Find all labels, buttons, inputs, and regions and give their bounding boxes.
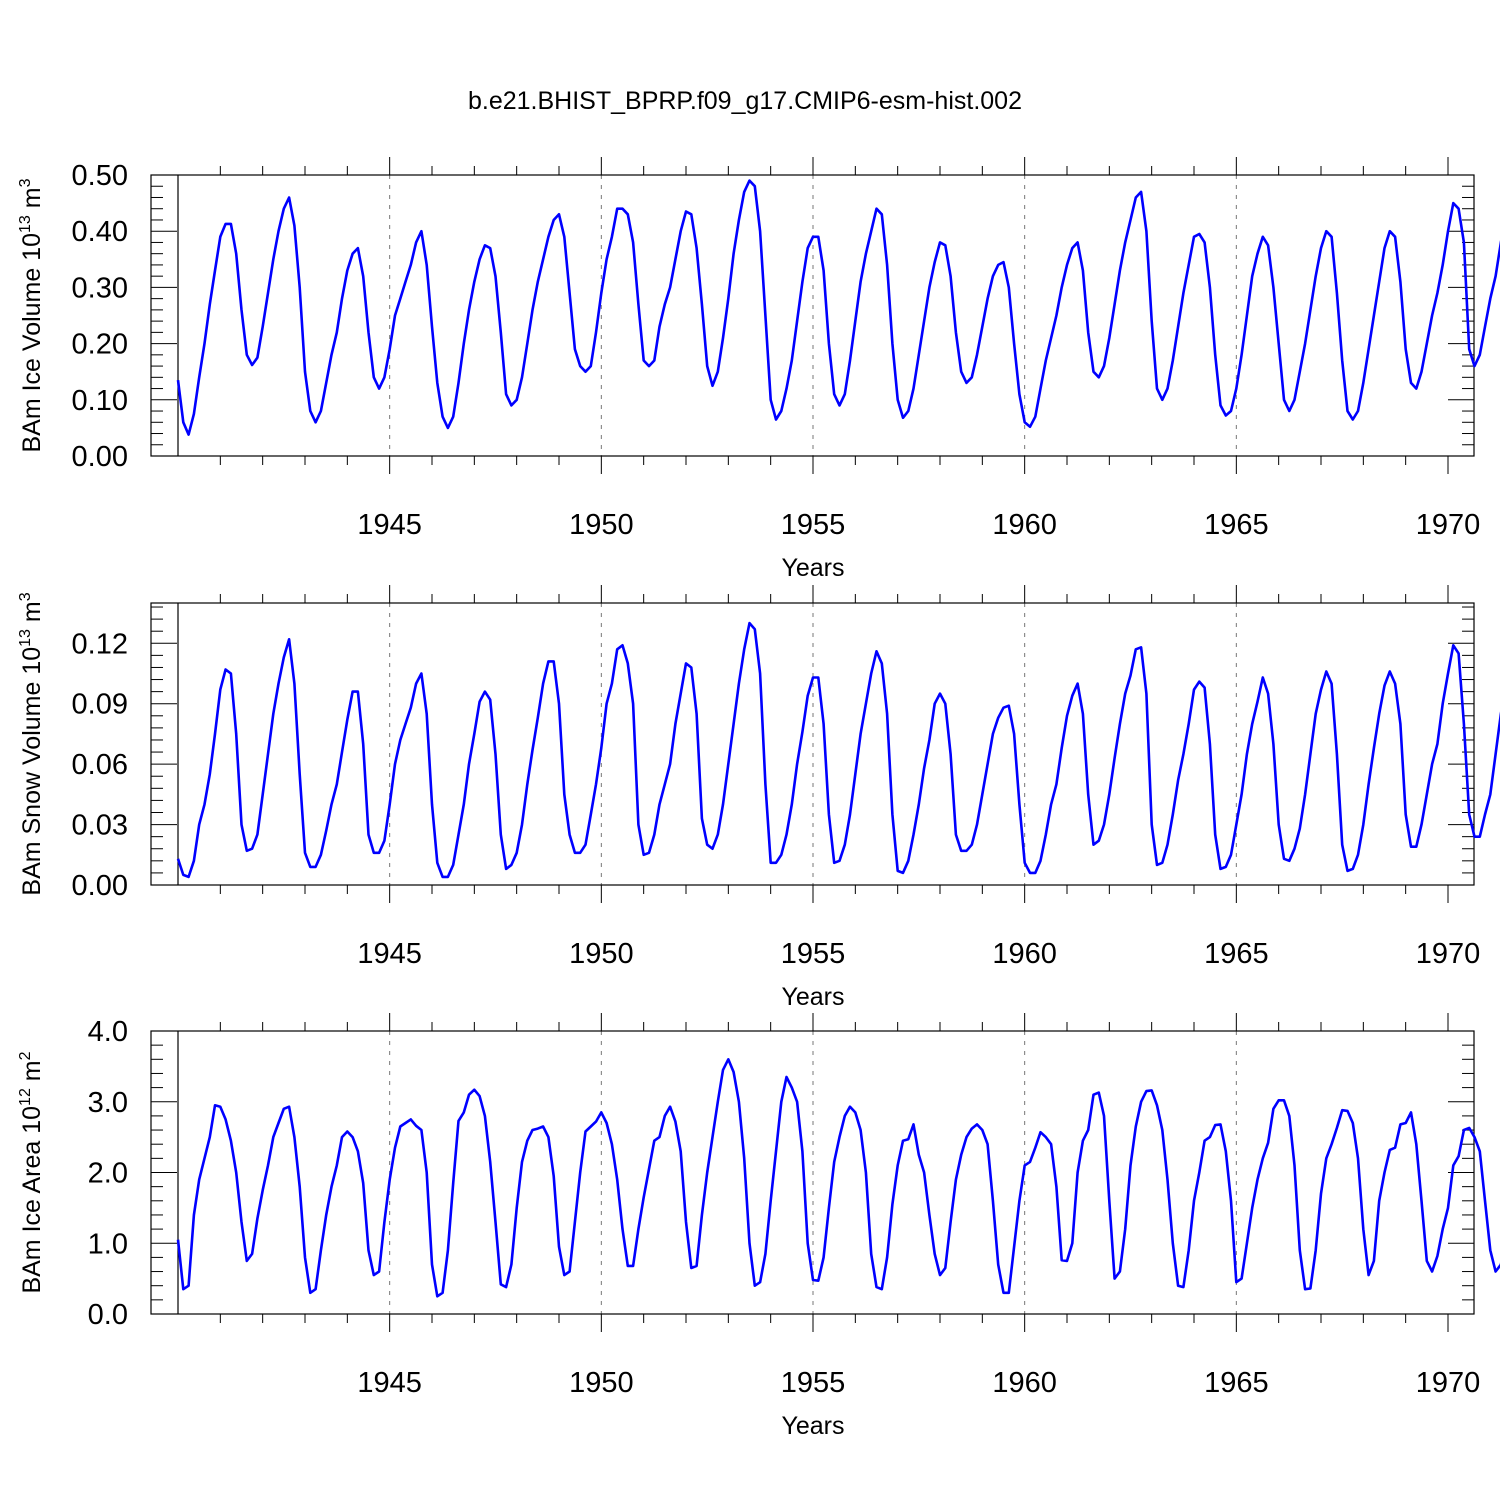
y-tick-label: 0.00	[72, 870, 128, 902]
series-line	[176, 179, 1500, 436]
y-axis-title: BAm Snow Volume 1013 m3	[17, 592, 46, 895]
y-tick-label: 0.00	[72, 441, 128, 473]
y-axis-title-part: m	[18, 1060, 46, 1088]
x-tick-label: 1965	[1204, 1367, 1269, 1399]
series-line	[176, 621, 1500, 879]
y-tick-label: 0.20	[72, 329, 128, 361]
chart-panel-2: 1945 1950 1955 1960 1965 1970 Years 0.00 0.03 0.0…	[17, 585, 1500, 1011]
x-tick-label: 1955	[781, 509, 846, 541]
x-tick-label: 1960	[992, 938, 1057, 970]
y-tick-label: 2.0	[88, 1158, 128, 1190]
chart-panel-1: 1945 1950 1955 1960 1965 1970 Years 0.00 0.10 0.2…	[17, 157, 1500, 582]
x-tick-label: 1955	[781, 938, 846, 970]
x-tick-label: 1945	[357, 1367, 422, 1399]
x-tick-label: 1965	[1204, 938, 1269, 970]
y-axis-title: BAm Ice Volume 1013 m3	[17, 178, 46, 452]
x-axis-title: Years	[781, 554, 844, 582]
x-tick-label: 1970	[1416, 1367, 1481, 1399]
x-tick-label: 1950	[569, 509, 634, 541]
x-axis-title: Years	[781, 1412, 844, 1440]
y-tick-label: 0.50	[72, 160, 128, 192]
y-axis-title-part: BAm Ice Volume 10	[18, 233, 46, 453]
chart-title: b.e21.BHIST_BPRP.f09_g17.CMIP6-esm-hist.…	[468, 87, 1022, 115]
y-tick-label: 0.10	[72, 385, 128, 417]
x-tick-label: 1950	[569, 1367, 634, 1399]
y-tick-label: 0.06	[72, 749, 128, 781]
y-axis-title-part: m	[18, 601, 46, 629]
x-axis-title: Years	[781, 983, 844, 1011]
y-axis-title-superscript: 2	[17, 1051, 34, 1060]
x-tick-label: 1945	[357, 938, 422, 970]
y-tick-label: 0.09	[72, 689, 128, 721]
x-tick-label: 1955	[781, 1367, 846, 1399]
y-tick-label: 1.0	[88, 1228, 128, 1260]
x-tick-label: 1970	[1416, 509, 1481, 541]
x-tick-label: 1970	[1416, 938, 1481, 970]
y-axis-title-superscript: 13	[17, 215, 34, 233]
y-axis-title-part: BAm Ice Area 10	[18, 1106, 46, 1294]
y-axis-title-superscript: 3	[17, 592, 34, 601]
x-tick-label: 1945	[357, 509, 422, 541]
y-tick-label: 0.40	[72, 216, 128, 248]
y-tick-label: 0.12	[72, 628, 128, 660]
y-tick-label: 4.0	[88, 1016, 128, 1048]
y-axis-title: BAm Ice Area 1012 m2	[17, 1051, 46, 1293]
chart-panel-3: 1945 1950 1955 1960 1965 1970 Years 0.0 1.0 2.0 3.…	[17, 1013, 1500, 1440]
y-axis-title-superscript: 12	[17, 1088, 34, 1106]
y-axis-title-superscript: 3	[17, 178, 34, 187]
y-axis-title-part: m	[18, 187, 46, 215]
y-axis-title-superscript: 13	[17, 629, 34, 647]
x-tick-label: 1960	[992, 509, 1057, 541]
series-line	[176, 1058, 1500, 1298]
y-axis-title-part: BAm Snow Volume 10	[18, 647, 46, 896]
x-tick-label: 1965	[1204, 509, 1269, 541]
y-tick-label: 3.0	[88, 1087, 128, 1119]
x-tick-label: 1960	[992, 1367, 1057, 1399]
x-tick-label: 1950	[569, 938, 634, 970]
y-tick-label: 0.30	[72, 272, 128, 304]
y-tick-label: 0.0	[88, 1299, 128, 1331]
panels: 1945 1950 1955 1960 1965 1970 Years 0.00 0.10 0.2…	[17, 157, 1500, 1440]
y-tick-label: 0.03	[72, 810, 128, 842]
